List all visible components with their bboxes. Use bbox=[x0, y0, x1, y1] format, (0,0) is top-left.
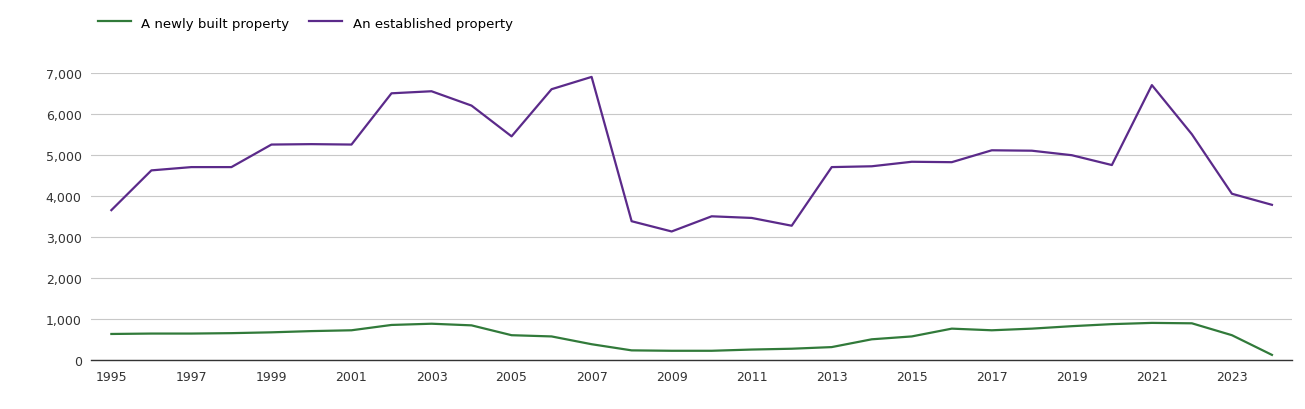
An established property bbox=[424, 90, 440, 94]
A newly built property bbox=[583, 342, 599, 347]
A newly built property bbox=[864, 337, 880, 342]
Legend: A newly built property, An established property: A newly built property, An established p… bbox=[98, 17, 513, 31]
Line: A newly built property: A newly built property bbox=[111, 323, 1272, 355]
A newly built property bbox=[103, 332, 119, 337]
An established property bbox=[583, 75, 599, 80]
A newly built property bbox=[1184, 321, 1199, 326]
A newly built property bbox=[1224, 333, 1240, 338]
An established property bbox=[624, 219, 639, 224]
A newly built property bbox=[544, 334, 560, 339]
A newly built property bbox=[624, 348, 639, 353]
A newly built property bbox=[1024, 326, 1040, 331]
An established property bbox=[703, 214, 719, 219]
An established property bbox=[184, 165, 200, 170]
A newly built property bbox=[904, 334, 920, 339]
A newly built property bbox=[424, 321, 440, 326]
A newly built property bbox=[384, 323, 399, 328]
A newly built property bbox=[1144, 321, 1160, 326]
An established property bbox=[103, 208, 119, 213]
An established property bbox=[1024, 149, 1040, 154]
An established property bbox=[1064, 153, 1079, 158]
An established property bbox=[223, 165, 239, 170]
A newly built property bbox=[744, 347, 760, 352]
An established property bbox=[744, 216, 760, 221]
A newly built property bbox=[823, 345, 839, 350]
An established property bbox=[944, 160, 959, 165]
An established property bbox=[904, 160, 920, 165]
A newly built property bbox=[1064, 324, 1079, 329]
An established property bbox=[144, 169, 159, 173]
An established property bbox=[664, 229, 680, 234]
An established property bbox=[544, 88, 560, 92]
A newly built property bbox=[664, 348, 680, 353]
A newly built property bbox=[463, 323, 479, 328]
A newly built property bbox=[1104, 322, 1120, 327]
Line: An established property: An established property bbox=[111, 78, 1272, 232]
A newly built property bbox=[304, 329, 320, 334]
A newly built property bbox=[944, 326, 959, 331]
An established property bbox=[1104, 163, 1120, 168]
A newly built property bbox=[703, 348, 719, 353]
An established property bbox=[1144, 83, 1160, 88]
An established property bbox=[1184, 133, 1199, 137]
An established property bbox=[1265, 203, 1280, 208]
An established property bbox=[1224, 192, 1240, 197]
A newly built property bbox=[223, 331, 239, 336]
A newly built property bbox=[784, 346, 800, 351]
An established property bbox=[504, 135, 519, 139]
A newly built property bbox=[264, 330, 279, 335]
An established property bbox=[463, 104, 479, 109]
An established property bbox=[304, 142, 320, 147]
A newly built property bbox=[343, 328, 359, 333]
An established property bbox=[984, 148, 1000, 153]
A newly built property bbox=[504, 333, 519, 338]
An established property bbox=[384, 92, 399, 97]
A newly built property bbox=[984, 328, 1000, 333]
An established property bbox=[823, 165, 839, 170]
A newly built property bbox=[1265, 353, 1280, 357]
A newly built property bbox=[144, 331, 159, 336]
An established property bbox=[264, 143, 279, 148]
An established property bbox=[864, 164, 880, 169]
An established property bbox=[343, 143, 359, 148]
A newly built property bbox=[184, 331, 200, 336]
An established property bbox=[784, 224, 800, 229]
